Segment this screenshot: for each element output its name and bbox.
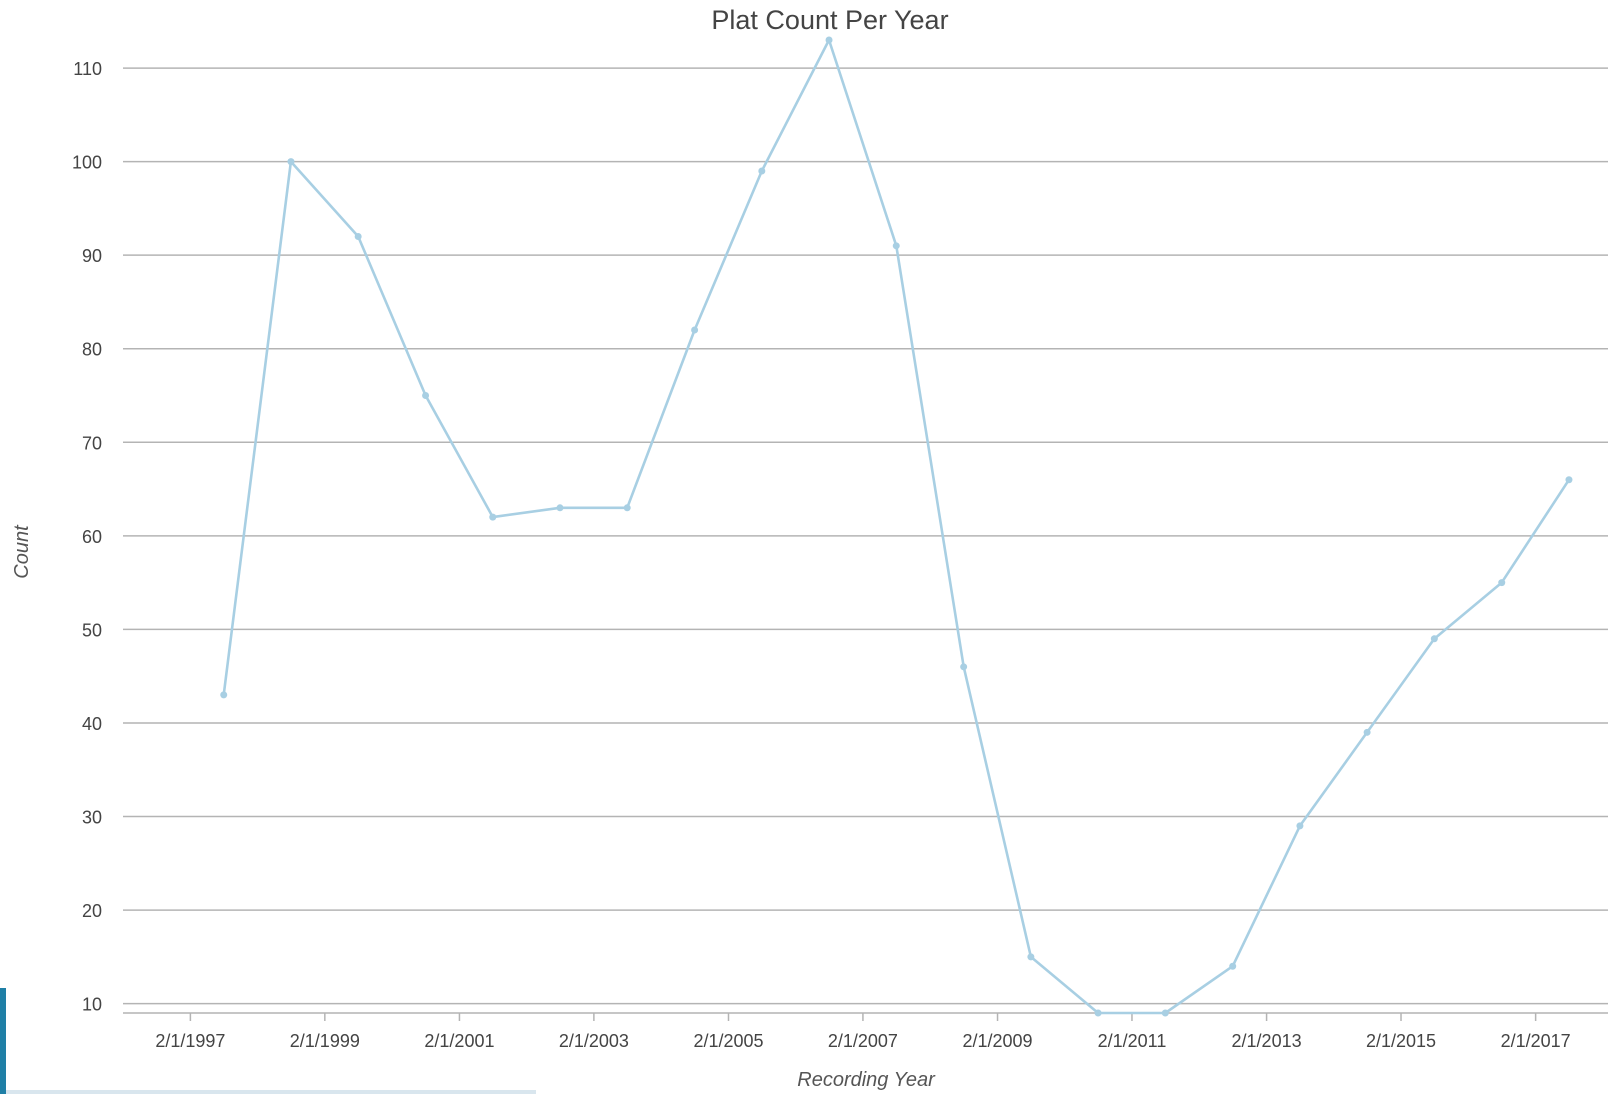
y-tick-label: 100 [72, 153, 102, 173]
y-tick-label: 40 [82, 714, 102, 734]
y-tick-labels: 10 20 30 40 50 60 70 80 90 100 110 [72, 59, 102, 1015]
x-tick-label: 2/1/2017 [1501, 1031, 1571, 1051]
x-tick-label: 2/1/2015 [1366, 1031, 1436, 1051]
x-tick-label: 2/1/2001 [424, 1031, 494, 1051]
x-tick-label: 2/1/1997 [155, 1031, 225, 1051]
data-point[interactable] [1296, 822, 1304, 830]
data-point[interactable] [1565, 476, 1573, 484]
data-point[interactable] [623, 504, 631, 512]
x-tick-label: 2/1/2007 [828, 1031, 898, 1051]
x-tick-labels: 2/1/1997 2/1/1999 2/1/2001 2/1/2003 2/1/2005… [155, 1031, 1570, 1051]
chart-title: Plat Count Per Year [711, 5, 948, 35]
y-tick-label: 70 [82, 433, 102, 453]
y-tick-label: 60 [82, 527, 102, 547]
x-tick-label: 2/1/2011 [1098, 1031, 1167, 1051]
y-tick-label: 50 [82, 620, 102, 640]
y-tick-label: 110 [73, 59, 102, 79]
left-accent-bar [0, 988, 6, 1094]
data-point[interactable] [1027, 953, 1035, 961]
x-tick-label: 2/1/1999 [290, 1031, 360, 1051]
x-tick-label: 2/1/2009 [962, 1031, 1032, 1051]
x-tick-label: 2/1/2013 [1232, 1031, 1302, 1051]
series-line [222, 38, 1571, 1015]
data-point[interactable] [825, 36, 833, 44]
data-point[interactable] [1498, 579, 1506, 587]
y-tick-label: 30 [82, 808, 102, 828]
data-point[interactable] [892, 242, 900, 250]
data-point[interactable] [287, 158, 295, 166]
data-point[interactable] [1094, 1009, 1102, 1017]
bottom-strip [6, 1090, 536, 1094]
series-layer [220, 36, 1573, 1017]
axes [123, 1012, 1608, 1021]
y-tick-label: 90 [82, 246, 102, 266]
data-point[interactable] [1363, 728, 1371, 736]
y-tick-label: 10 [82, 995, 102, 1015]
x-tick-label: 2/1/2003 [559, 1031, 629, 1051]
x-tick-label: 2/1/2005 [693, 1031, 763, 1051]
data-point[interactable] [354, 232, 362, 240]
data-point[interactable] [1161, 1009, 1169, 1017]
data-point[interactable] [960, 663, 968, 671]
data-point[interactable] [556, 504, 564, 512]
data-point[interactable] [422, 392, 430, 400]
data-point[interactable] [758, 167, 766, 175]
y-tick-label: 80 [82, 340, 102, 360]
gridlines [123, 67, 1608, 1005]
data-point[interactable] [1430, 635, 1438, 643]
y-tick-label: 20 [82, 901, 102, 921]
x-axis-label: Recording Year [797, 1069, 936, 1091]
data-point[interactable] [691, 326, 699, 334]
data-point[interactable] [220, 691, 228, 699]
data-point[interactable] [1229, 962, 1237, 970]
data-point[interactable] [489, 513, 497, 521]
y-axis-label: Count [11, 524, 33, 579]
